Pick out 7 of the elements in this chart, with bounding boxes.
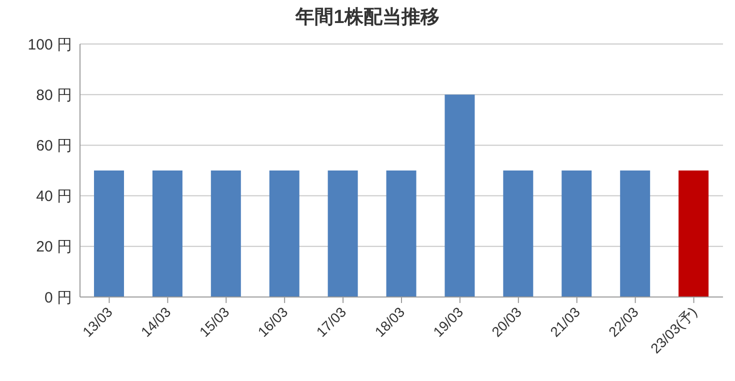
chart-title: 年間1株配当推移 — [294, 6, 440, 30]
y-tick-label: 100 円 — [28, 36, 72, 54]
y-tick-label: 20 円 — [36, 238, 72, 256]
y-tick-label: 0 円 — [44, 289, 72, 306]
y-tick-label: 80 円 — [36, 86, 72, 104]
y-tick-label: 60 円 — [36, 138, 72, 155]
y-tick-label: 40 円 — [36, 188, 72, 206]
